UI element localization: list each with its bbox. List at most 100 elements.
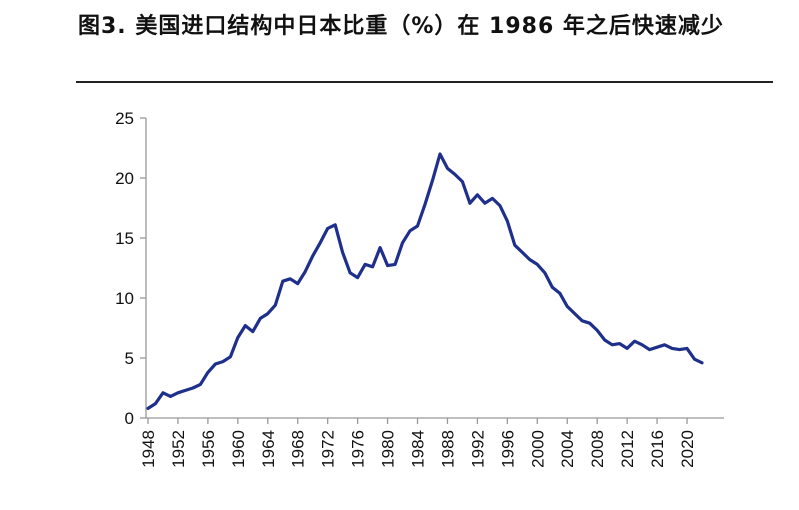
x-tick-label: 1952 (169, 430, 188, 468)
data-point (372, 266, 374, 268)
data-point (521, 251, 523, 253)
x-tick-label: 2008 (588, 430, 607, 468)
data-point (454, 173, 456, 175)
x-tick-label: 1992 (468, 430, 487, 468)
x-tick-label: 1976 (349, 430, 368, 468)
data-point (214, 363, 216, 365)
x-tick-label: 2020 (678, 430, 697, 468)
x-tick-label: 1988 (438, 430, 457, 468)
data-point (237, 337, 239, 339)
data-point (364, 263, 366, 265)
x-tick-label: 1960 (229, 430, 248, 468)
data-point (559, 292, 561, 294)
x-tick-label: 2016 (648, 430, 667, 468)
data-point (274, 304, 276, 306)
data-point (312, 255, 314, 257)
data-point (207, 371, 209, 373)
data-point (289, 278, 291, 280)
data-point (424, 203, 426, 205)
data-point (184, 389, 186, 391)
data-point (604, 339, 606, 341)
data-point (671, 347, 673, 349)
data-point (461, 181, 463, 183)
x-tick-label: 2000 (528, 430, 547, 468)
chart-title: 图3. 美国进口结构中日本比重（%）在 1986 年之后快速减少 (78, 14, 724, 39)
data-point (439, 153, 441, 155)
data-point (169, 395, 172, 397)
data-point (229, 356, 231, 358)
y-tick-label: 20 (115, 169, 134, 188)
data-point (476, 194, 478, 196)
data-point (416, 225, 419, 227)
y-ticks: 0 5 10 15 20 25 (115, 109, 146, 428)
data-point (596, 329, 598, 331)
data-point (656, 346, 658, 348)
data-point (244, 325, 246, 327)
data-point (626, 347, 628, 349)
data-point (619, 343, 621, 345)
data-point (252, 331, 254, 333)
data-point (589, 322, 591, 324)
data-point (499, 205, 501, 207)
x-tick-label: 1996 (498, 430, 517, 468)
data-point (581, 320, 583, 322)
data-point (401, 242, 404, 244)
data-point (611, 344, 613, 346)
data-point (297, 283, 299, 285)
series-line (146, 152, 704, 410)
data-point (574, 313, 576, 315)
data-point (162, 392, 164, 394)
data-point (319, 242, 321, 244)
data-point (491, 197, 493, 199)
x-tick-label: 1964 (259, 430, 278, 468)
data-point (649, 349, 651, 351)
data-point (177, 392, 179, 394)
x-ticks: 1948 1952 1956 1960 1964 1968 1972 1976 1980 1984… (139, 418, 697, 468)
data-point (678, 349, 681, 351)
y-tick-label: 0 (125, 409, 134, 428)
x-tick-label: 1980 (379, 430, 398, 468)
data-point (199, 383, 201, 385)
data-point (446, 167, 449, 169)
data-point (641, 344, 643, 346)
x-tick-label: 1984 (409, 430, 428, 468)
data-point (349, 272, 351, 274)
x-tick-label: 1956 (199, 430, 218, 468)
data-point (484, 202, 486, 204)
data-point (192, 387, 194, 389)
data-point (431, 179, 434, 181)
data-point (693, 358, 696, 360)
data-point (334, 224, 336, 226)
x-tick-label: 2012 (618, 430, 637, 468)
x-tick-label: 2004 (558, 430, 577, 468)
data-point (634, 340, 636, 342)
x-tick-label: 1948 (139, 430, 158, 468)
title-divider (76, 81, 773, 83)
data-point (701, 362, 703, 364)
data-point (387, 265, 389, 267)
data-point (409, 230, 411, 232)
data-point (379, 247, 381, 249)
data-point (514, 244, 516, 246)
y-tick-label: 10 (115, 289, 134, 308)
series-layer (146, 152, 704, 410)
data-point (267, 313, 269, 315)
x-tick-label: 1968 (289, 430, 308, 468)
data-point (327, 227, 329, 229)
data-point (222, 361, 224, 363)
data-point (147, 407, 149, 409)
y-tick-label: 5 (125, 349, 134, 368)
data-point (544, 272, 546, 274)
data-point (506, 220, 508, 222)
data-point (529, 259, 531, 261)
data-point (394, 263, 396, 265)
x-tick-label: 1972 (319, 430, 338, 468)
data-point (469, 202, 471, 204)
data-point (282, 280, 284, 282)
y-tick-label: 15 (115, 229, 134, 248)
data-point (304, 271, 306, 273)
data-point (664, 344, 666, 346)
y-tick-label: 25 (115, 109, 134, 128)
data-point (686, 347, 688, 349)
